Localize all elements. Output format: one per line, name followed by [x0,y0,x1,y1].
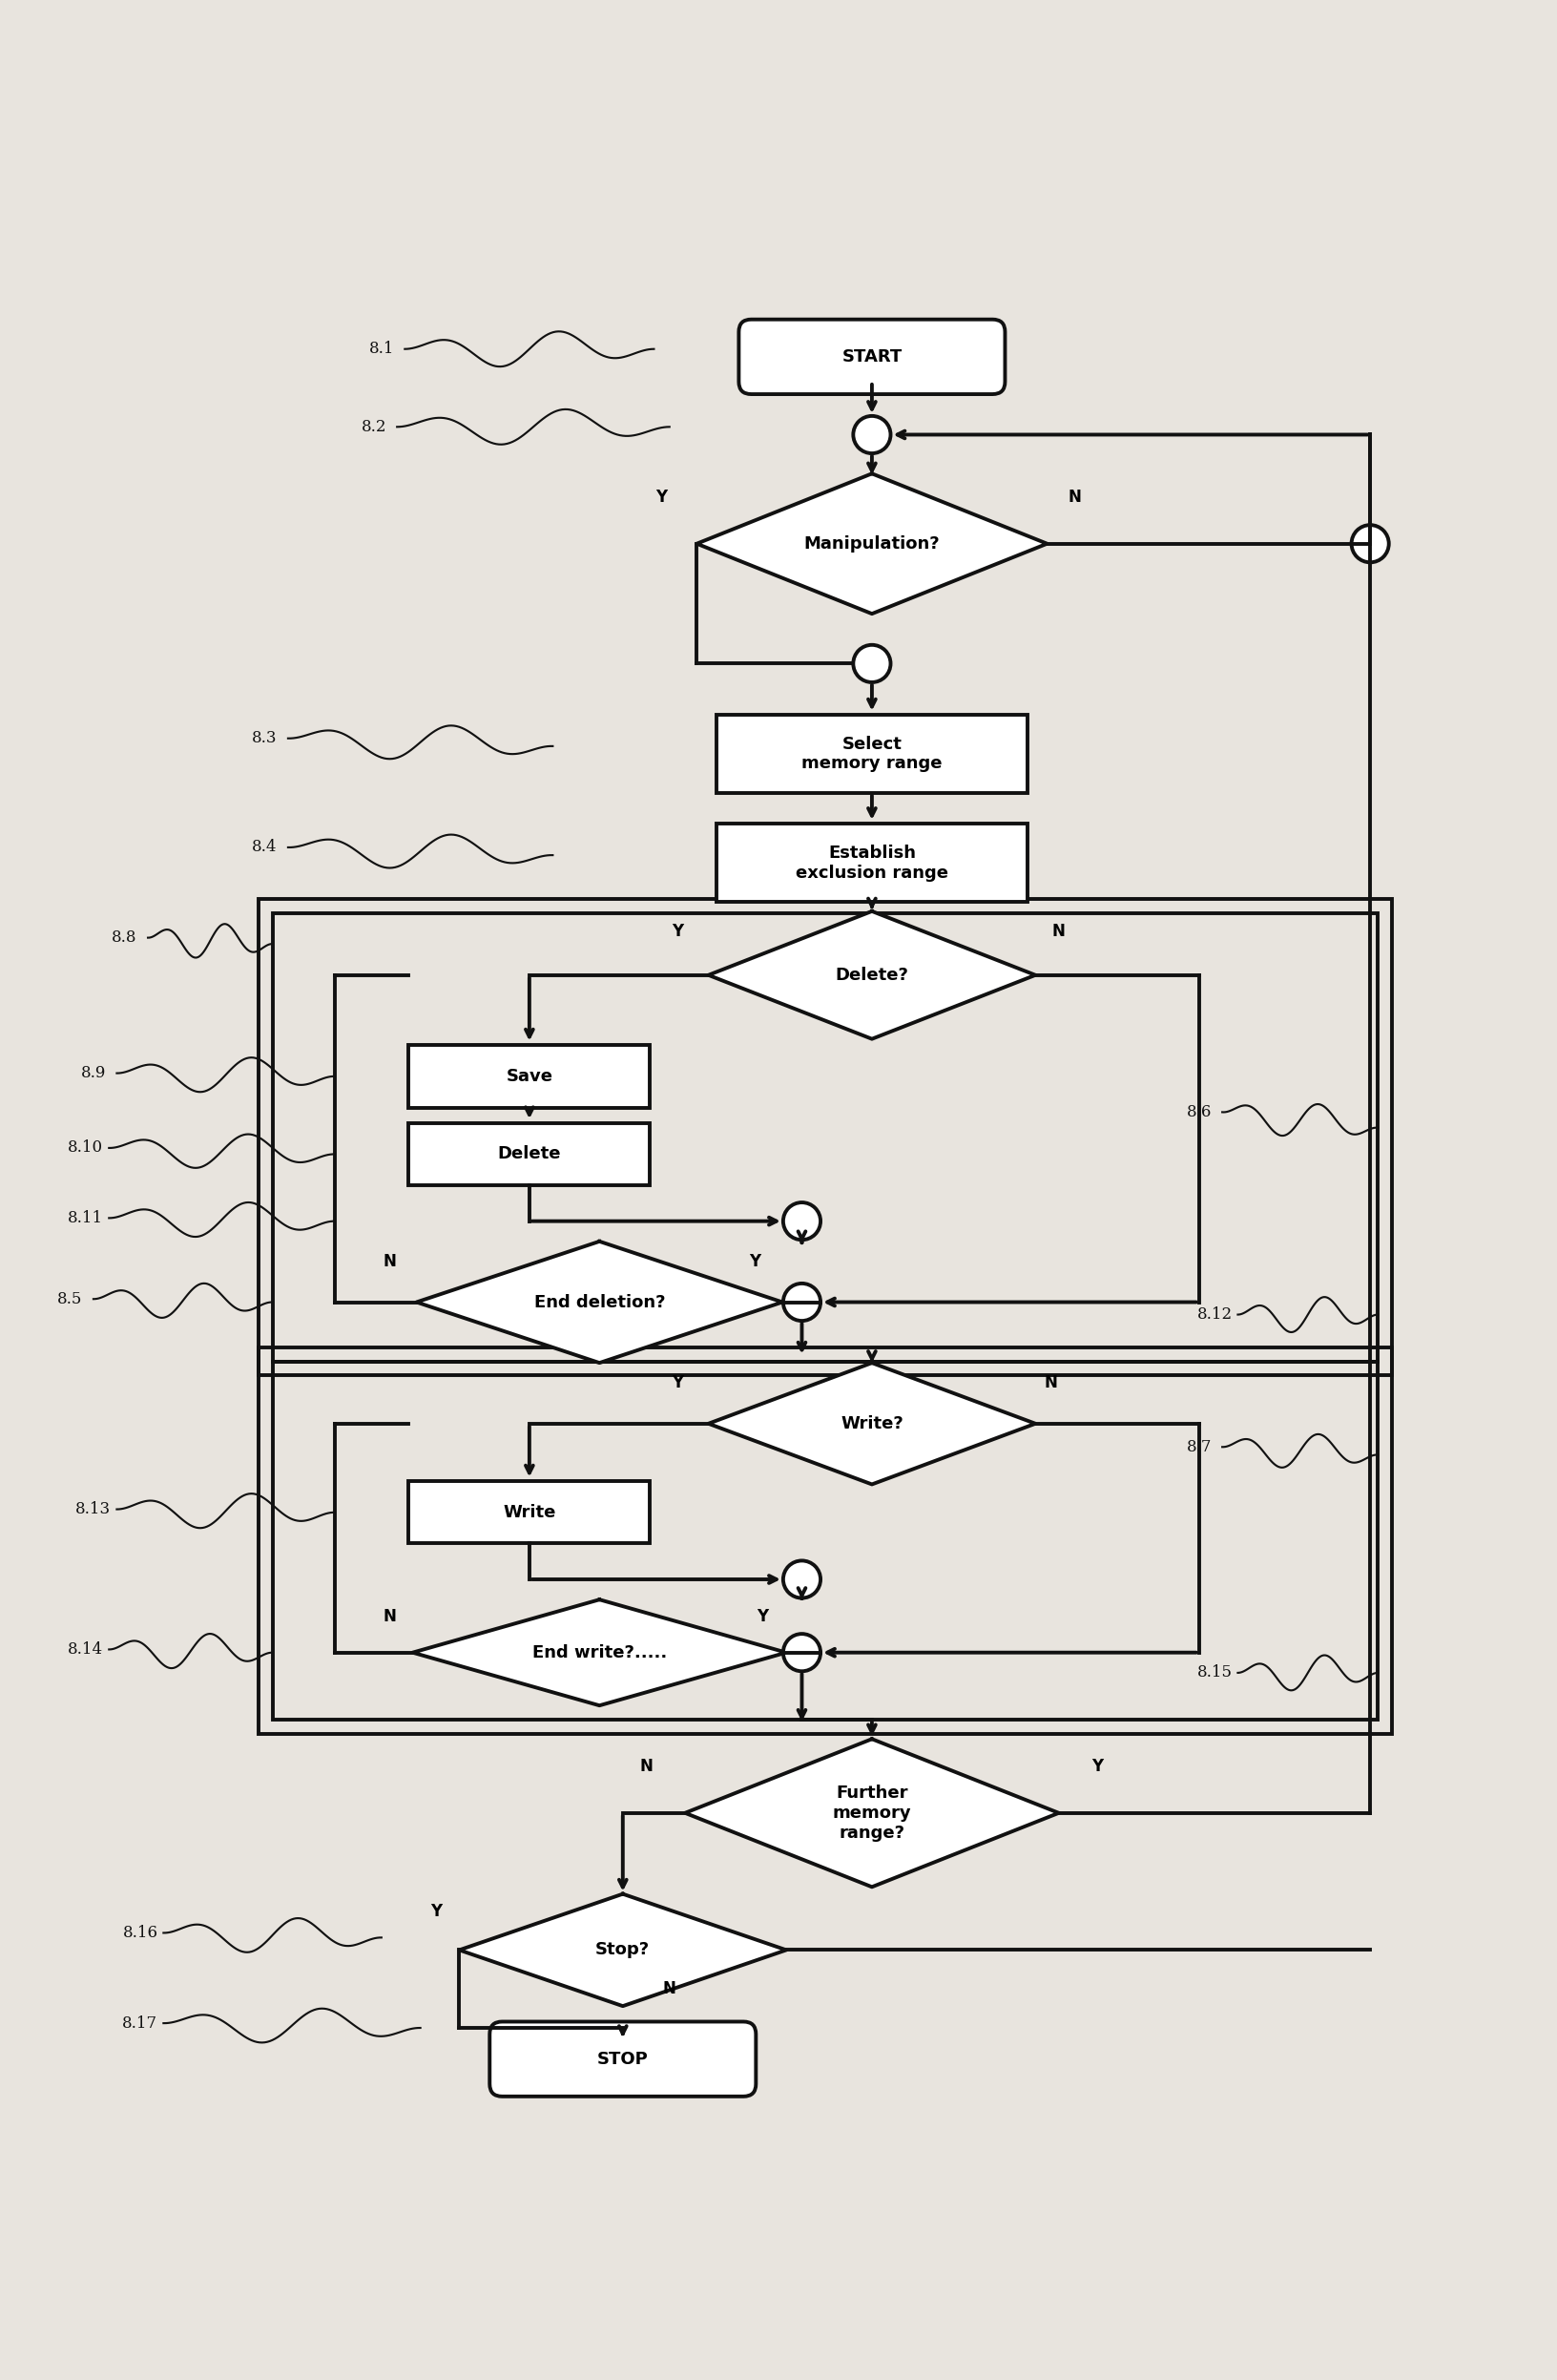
Polygon shape [413,1599,786,1706]
FancyBboxPatch shape [738,319,1006,395]
Text: 8.2: 8.2 [361,419,386,436]
Circle shape [783,1202,821,1240]
Text: 8.8: 8.8 [112,931,137,945]
Text: Write?: Write? [841,1416,903,1433]
Text: 8.7: 8.7 [1186,1440,1211,1454]
Text: Stop?: Stop? [595,1942,651,1959]
Text: Y: Y [1091,1759,1104,1775]
Text: End write?.....: End write?..... [532,1645,666,1661]
Text: Further
memory
range?: Further memory range? [833,1785,911,1842]
Text: 8.13: 8.13 [76,1502,111,1518]
Text: START: START [842,347,902,367]
Text: Delete?: Delete? [835,966,909,983]
Bar [408,1045,651,1107]
Text: N: N [663,1980,676,1997]
Text: Y: Y [671,1376,684,1392]
Bar [408,1123,651,1185]
Bar [716,823,1028,902]
FancyBboxPatch shape [489,2021,757,2097]
Text: 8.5: 8.5 [58,1290,83,1307]
Text: 8.10: 8.10 [69,1140,103,1157]
Text: End deletion?: End deletion? [534,1295,665,1311]
Text: 8.1: 8.1 [369,340,394,357]
Text: N: N [383,1609,395,1626]
Polygon shape [685,1740,1059,1887]
Text: Delete: Delete [498,1145,561,1164]
Text: 8.16: 8.16 [123,1925,157,1942]
Text: 8.4: 8.4 [252,840,277,854]
Bar [258,900,1392,1376]
Polygon shape [708,1364,1035,1485]
Bar [408,1480,651,1545]
Text: Write: Write [503,1504,556,1521]
Circle shape [853,645,891,683]
Text: Y: Y [671,923,684,940]
Polygon shape [459,1894,786,2006]
Circle shape [853,416,891,452]
Circle shape [783,1283,821,1321]
Text: Save: Save [506,1069,553,1085]
Text: 8.15: 8.15 [1197,1664,1232,1680]
Bar [258,1347,1392,1733]
Text: 8.11: 8.11 [69,1209,103,1226]
Text: Select
memory range: Select memory range [802,735,942,774]
Text: Y: Y [757,1609,769,1626]
Text: 8.17: 8.17 [123,2016,157,2030]
Bar [272,914,1378,1361]
Text: Y: Y [655,488,668,505]
Text: 8.14: 8.14 [69,1642,103,1656]
Text: 8.12: 8.12 [1197,1307,1232,1323]
Polygon shape [708,912,1035,1040]
Bar [272,1361,1378,1718]
Bar [716,714,1028,793]
Text: N: N [1053,923,1065,940]
Text: Establish
exclusion range: Establish exclusion range [796,845,948,881]
Circle shape [1351,526,1389,562]
Polygon shape [698,474,1048,614]
Circle shape [783,1633,821,1671]
Text: N: N [640,1759,652,1775]
Text: STOP: STOP [598,2052,648,2068]
Text: N: N [1068,488,1081,505]
Text: 8.6: 8.6 [1186,1104,1211,1121]
Text: Manipulation?: Manipulation? [803,536,940,552]
Text: Y: Y [749,1252,761,1271]
Text: N: N [1045,1376,1057,1392]
Text: 8.9: 8.9 [81,1066,106,1081]
Circle shape [783,1561,821,1597]
Text: 8.3: 8.3 [252,731,277,747]
Text: Y: Y [430,1902,442,1921]
Text: N: N [383,1252,395,1271]
Polygon shape [417,1242,782,1364]
